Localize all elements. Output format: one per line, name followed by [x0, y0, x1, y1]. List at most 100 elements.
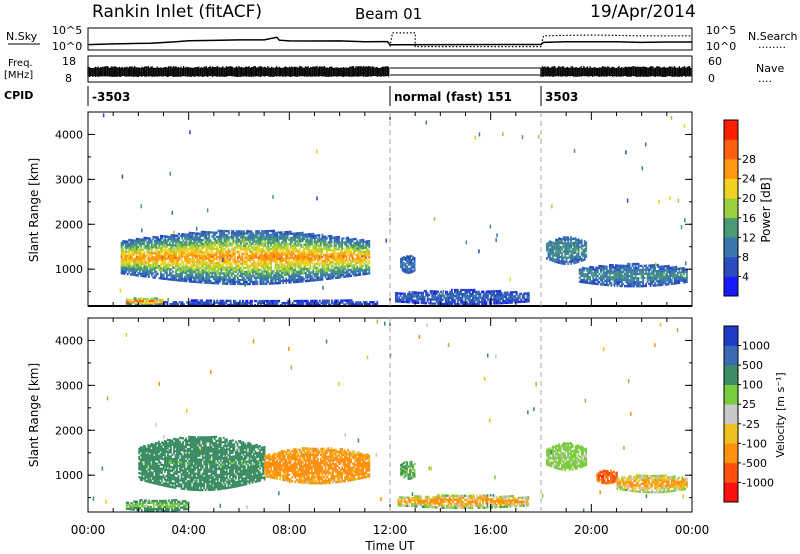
- echo-cell: [558, 255, 560, 258]
- echo-cell: [209, 265, 212, 268]
- echo-cell: [134, 303, 137, 306]
- echo-cell: [366, 266, 369, 269]
- echo-cell: [155, 248, 158, 251]
- beam-label: Beam 01: [355, 5, 422, 23]
- echo-cell: [274, 280, 277, 283]
- echo-cell: [221, 276, 224, 279]
- echo-cell: [249, 282, 251, 286]
- echo-cell: [160, 263, 162, 266]
- echo-cell: [237, 246, 239, 249]
- echo-cell: [246, 282, 248, 286]
- echo-cell: [196, 262, 199, 266]
- echo-cell: [224, 240, 227, 243]
- echo-cell: [221, 248, 224, 251]
- echo-cell: [368, 260, 371, 263]
- echo-cell: [128, 269, 131, 272]
- echo-cell: [585, 249, 588, 252]
- echo-cell: [556, 259, 559, 262]
- echo-cell: [325, 303, 327, 307]
- echo-cell: [262, 270, 265, 273]
- echo-cell: [574, 259, 577, 262]
- echo-cell: [217, 301, 220, 305]
- echo-cell: [593, 274, 596, 277]
- echo-cell: [547, 255, 550, 259]
- echo-cell: [221, 264, 224, 267]
- echo-cell: [161, 257, 164, 260]
- echo-cell: [196, 246, 199, 249]
- echo-cell: [223, 234, 226, 237]
- echo-cell: [520, 292, 523, 296]
- echo-cell: [200, 265, 203, 268]
- echo-cell: [589, 267, 592, 271]
- echo-cell: [157, 258, 159, 262]
- echo-cell: [478, 290, 480, 294]
- echo-cell: [502, 293, 505, 297]
- echo-cell: [580, 278, 583, 282]
- echo-cell: [574, 247, 577, 250]
- echo-cell: [243, 236, 245, 239]
- echo-cell: [294, 274, 297, 278]
- echo-cell: [317, 276, 319, 280]
- echo-cell: [240, 268, 242, 272]
- echo-cell: [309, 275, 312, 278]
- echo-cell: [147, 259, 150, 262]
- echo-cell: [324, 243, 327, 246]
- echo-cell: [125, 302, 128, 305]
- echo-cell: [176, 246, 179, 250]
- echo-cell: [330, 275, 333, 278]
- echo-cell: [237, 252, 239, 255]
- echo-cell: [478, 294, 480, 298]
- echo-cell: [315, 274, 318, 278]
- echo-cell: [320, 274, 322, 277]
- echo-cell: [314, 252, 316, 256]
- echo-cell: [567, 244, 570, 247]
- echo-cell: [476, 292, 479, 296]
- echo-cell: [184, 271, 186, 275]
- echo-cell: [199, 267, 202, 270]
- echo-cell: [561, 256, 563, 259]
- echo-cell: [203, 234, 206, 238]
- echo-cell: [357, 255, 360, 258]
- echo-cell: [128, 250, 131, 254]
- echo-cell: [255, 266, 257, 269]
- echo-cell: [132, 261, 135, 264]
- echo-cell: [484, 294, 486, 297]
- echo-cell: [298, 240, 301, 243]
- echo-cell: [235, 240, 238, 243]
- echo-cell: [616, 272, 619, 275]
- echo-cell: [191, 274, 194, 277]
- echo-cell: [274, 247, 277, 251]
- echo-cell: [278, 299, 281, 303]
- echo-cell: [178, 244, 180, 248]
- echo-cell: [292, 268, 295, 272]
- echo-cell: [285, 271, 288, 274]
- echo-cell: [161, 249, 164, 252]
- echo-cell: [567, 262, 570, 265]
- echo-cell: [301, 268, 304, 271]
- echo-cell: [224, 236, 227, 239]
- echo-cell: [493, 296, 496, 299]
- echo-cell: [576, 255, 579, 258]
- echo-cell: [289, 244, 292, 248]
- echo-cell: [401, 261, 404, 264]
- echo-cell: [326, 267, 328, 270]
- echo-cell: [341, 301, 344, 304]
- echo-cell: [163, 265, 165, 268]
- echo-cell: [223, 242, 226, 245]
- echo-cell: [294, 270, 297, 274]
- echo-cell: [145, 297, 148, 301]
- echo-cell: [292, 248, 295, 252]
- echo-cell: [582, 244, 585, 248]
- echo-cell: [359, 303, 362, 306]
- echo-cell: [176, 260, 179, 264]
- echo-cell: [285, 241, 288, 244]
- echo-cell: [318, 270, 321, 273]
- echo-cell: [359, 245, 362, 248]
- echo-cell: [200, 263, 203, 266]
- echo-cell: [411, 297, 414, 300]
- echo-cell: [243, 272, 245, 276]
- echo-cell: [449, 296, 452, 300]
- echo-cell: [261, 280, 263, 283]
- echo-cell: [550, 249, 553, 252]
- echo-cell: [408, 295, 411, 298]
